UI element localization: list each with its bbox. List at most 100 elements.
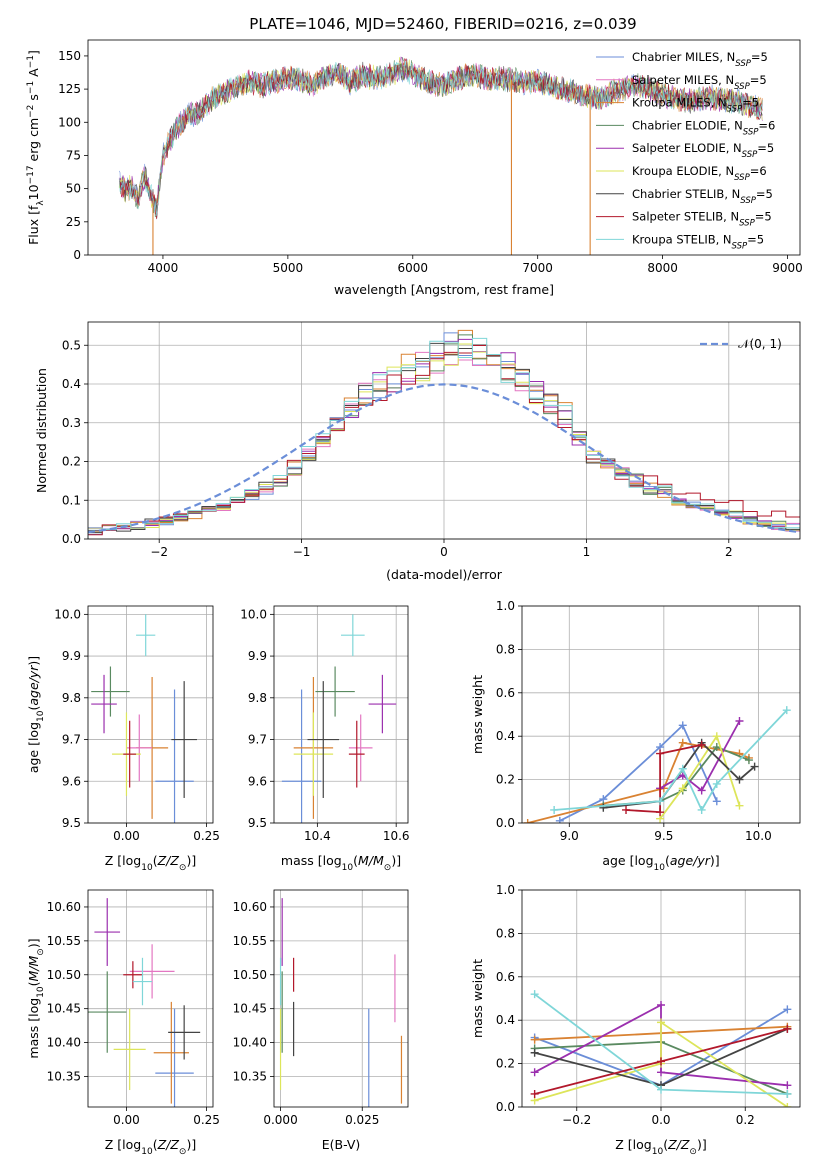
axes-frame <box>273 605 409 824</box>
chart-mass-vs-reddening: 0.000 0.025 10.35 10.40 10.45 10.50 10.55 10.60… <box>233 889 409 1152</box>
legend-label: Salpeter STELIB, NSSP=5 <box>632 210 772 229</box>
chart-mass-vs-metallicity: 0.00 0.25 10.35 10.40 10.45 10.50 10.55 10.60 Z … <box>26 889 220 1157</box>
x-tick-label: 10.0 <box>745 829 772 843</box>
errorbar-point <box>129 944 175 999</box>
plot-area <box>91 614 197 823</box>
x-tick-label: −1 <box>293 545 311 559</box>
y-tick-label: 10.35 <box>233 1069 267 1083</box>
errorbar-point <box>293 712 334 796</box>
legend-label: Chabrier ELODIE, NSSP=6 <box>632 118 775 137</box>
errorbar-point <box>88 971 127 1053</box>
weight-marker <box>712 797 721 806</box>
y-tick-label: 0.3 <box>62 416 81 430</box>
x-tick-label: 0.2 <box>736 1113 755 1127</box>
legend-label: Chabrier MILES, NSSP=5 <box>632 50 768 69</box>
spectrum-line <box>118 58 763 220</box>
y-axis-label: mass weight <box>470 959 485 1038</box>
weight-marker <box>697 805 706 814</box>
legend-label: Chabrier STELIB, NSSP=5 <box>632 187 773 206</box>
weight-marker <box>678 784 687 793</box>
weight-marker <box>657 1068 665 1077</box>
y-tick-label: 10.0 <box>240 607 267 621</box>
y-tick-label: 9.7 <box>248 733 267 747</box>
y-tick-label: 9.5 <box>248 816 267 830</box>
errorbar-point <box>348 714 373 782</box>
y-axis-label: Flux [fλ10−17 erg cm−2 s−1 A−1] <box>26 50 46 245</box>
figure-title: PLATE=1046, MJD=52460, FIBERID=0216, z=0… <box>249 15 636 33</box>
y-tick-label: 10.50 <box>233 968 267 982</box>
y-tick-label: 9.6 <box>248 774 267 788</box>
legend-label: Salpeter MILES, NSSP=5 <box>632 73 767 92</box>
weight-marker <box>530 1048 539 1057</box>
errorbar-point <box>91 674 117 734</box>
chart-age-vs-metallicity: 0.00 0.25 9.5 9.6 9.7 9.8 9.9 10.0 Z [log10(Z/Z⊙… <box>26 605 220 873</box>
x-tick-label: 0.25 <box>193 1113 220 1127</box>
plot-area <box>279 898 403 1107</box>
weight-marker <box>550 805 559 814</box>
errorbar-point <box>341 614 365 657</box>
legend-entry: Kroupa STELIB, NSSP=5 <box>596 232 764 251</box>
y-tick-label: 9.8 <box>248 691 267 705</box>
legend-label: Salpeter ELODIE, NSSP=5 <box>632 141 774 160</box>
y-tick-label: 100 <box>58 115 81 129</box>
legend-entry: Salpeter MILES, NSSP=5 <box>596 73 767 92</box>
y-tick-label: 10.55 <box>233 934 267 948</box>
x-axis-label: mass [log10(M/M⊙)] <box>281 853 401 873</box>
axes-frame <box>521 605 801 824</box>
x-tick-label: 7000 <box>522 261 553 275</box>
legend-entry: Salpeter ELODIE, NSSP=5 <box>596 141 774 160</box>
x-tick-label: 6000 <box>397 261 428 275</box>
errorbar-point <box>171 681 197 798</box>
axes-frame <box>87 889 214 1108</box>
y-axis-label: mass [log10(M/M⊙)] <box>26 938 46 1058</box>
x-tick-label: 4000 <box>148 261 179 275</box>
x-axis-label: wavelength [Angstrom, rest frame] <box>334 282 554 297</box>
weight-marker <box>678 764 687 773</box>
y-tick-label: 0 <box>73 248 81 262</box>
weight-marker <box>656 749 665 758</box>
chart-age-vs-mass: 10.4 10.6 9.5 9.6 9.7 9.8 9.9 10.0 mass [log10(M… <box>240 605 410 873</box>
errorbar-point <box>155 1008 194 1107</box>
y-tick-label: 0.0 <box>62 532 81 546</box>
legend-entry: Chabrier STELIB, NSSP=5 <box>596 187 773 206</box>
plot-area <box>118 56 763 255</box>
y-tick-label: 10.60 <box>233 900 267 914</box>
legend-label: Kroupa MILES, NSSP=5 <box>632 96 759 115</box>
y-tick-label: 10.40 <box>233 1036 267 1050</box>
y-tick-label: 10.60 <box>47 900 81 914</box>
y-tick-label: 0.2 <box>496 1057 515 1071</box>
spectrum-line <box>118 60 763 217</box>
x-axis-label: age [log10(age/yr)] <box>602 853 719 873</box>
weight-marker <box>530 1068 539 1077</box>
y-tick-label: 10.55 <box>47 934 81 948</box>
y-tick-label: 25 <box>66 215 81 229</box>
x-tick-label: 2 <box>725 545 733 559</box>
chart-residuals: −2 −1 0 1 2 0.0 0.1 0.2 0.3 0.4 0.5 𝒩(0, 1) (data-mo… <box>34 321 801 582</box>
weight-marker <box>523 819 532 823</box>
y-tick-label: 0.0 <box>496 816 515 830</box>
weight-marker <box>783 1005 792 1014</box>
histogram-step <box>88 342 800 539</box>
errorbar-point <box>368 674 397 734</box>
y-tick-label: 0.6 <box>496 686 515 700</box>
y-tick-label: 0.4 <box>496 1013 515 1027</box>
x-tick-label: 0.000 <box>263 1113 297 1127</box>
axes-frame <box>87 605 214 824</box>
chart-mass-weight-vs-age: 9.0 9.5 10.0 0.0 0.2 0.4 0.6 0.8 1.0 age [log10(a… <box>470 599 801 873</box>
weight-marker <box>678 738 687 747</box>
x-tick-label: 10.6 <box>383 829 410 843</box>
x-tick-label: 0.25 <box>193 829 220 843</box>
errorbar-point <box>168 1005 201 1060</box>
weight-marker <box>678 721 687 730</box>
weight-marker <box>697 786 706 795</box>
chart-mass-weight-vs-metallicity: −0.2 0.0 0.2 0.0 0.2 0.4 0.6 0.8 1.0 Z [log10(Z/Z… <box>470 883 801 1157</box>
legend-entry: Chabrier MILES, NSSP=5 <box>596 50 768 69</box>
y-tick-label: 75 <box>66 148 81 162</box>
y-axis-label: age [log10(age/yr)] <box>26 656 46 773</box>
y-tick-label: 9.5 <box>62 816 81 830</box>
weight-marker <box>783 1081 792 1090</box>
weight-marker <box>622 805 631 814</box>
y-tick-label: 150 <box>58 49 81 63</box>
errorbar-point <box>113 1008 146 1091</box>
weight-marker <box>782 706 791 715</box>
